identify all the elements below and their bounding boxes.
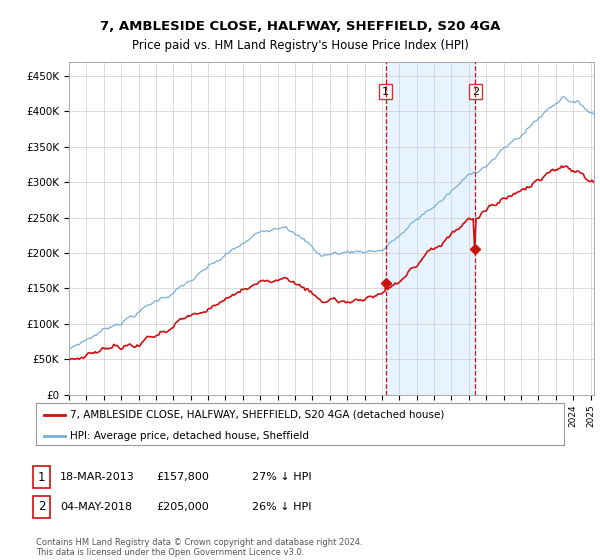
Text: 27% ↓ HPI: 27% ↓ HPI	[252, 472, 311, 482]
Text: 18-MAR-2013: 18-MAR-2013	[60, 472, 135, 482]
Text: 26% ↓ HPI: 26% ↓ HPI	[252, 502, 311, 512]
Text: 2: 2	[38, 500, 45, 514]
Text: 04-MAY-2018: 04-MAY-2018	[60, 502, 132, 512]
Text: Price paid vs. HM Land Registry's House Price Index (HPI): Price paid vs. HM Land Registry's House …	[131, 39, 469, 52]
Text: £157,800: £157,800	[156, 472, 209, 482]
Text: 7, AMBLESIDE CLOSE, HALFWAY, SHEFFIELD, S20 4GA (detached house): 7, AMBLESIDE CLOSE, HALFWAY, SHEFFIELD, …	[70, 410, 445, 420]
Text: Contains HM Land Registry data © Crown copyright and database right 2024.
This d: Contains HM Land Registry data © Crown c…	[36, 538, 362, 557]
Text: 7, AMBLESIDE CLOSE, HALFWAY, SHEFFIELD, S20 4GA: 7, AMBLESIDE CLOSE, HALFWAY, SHEFFIELD, …	[100, 20, 500, 32]
Text: 1: 1	[382, 87, 389, 96]
Text: £205,000: £205,000	[156, 502, 209, 512]
Text: 1: 1	[38, 470, 45, 484]
Text: 2: 2	[472, 87, 479, 96]
Text: HPI: Average price, detached house, Sheffield: HPI: Average price, detached house, Shef…	[70, 431, 310, 441]
